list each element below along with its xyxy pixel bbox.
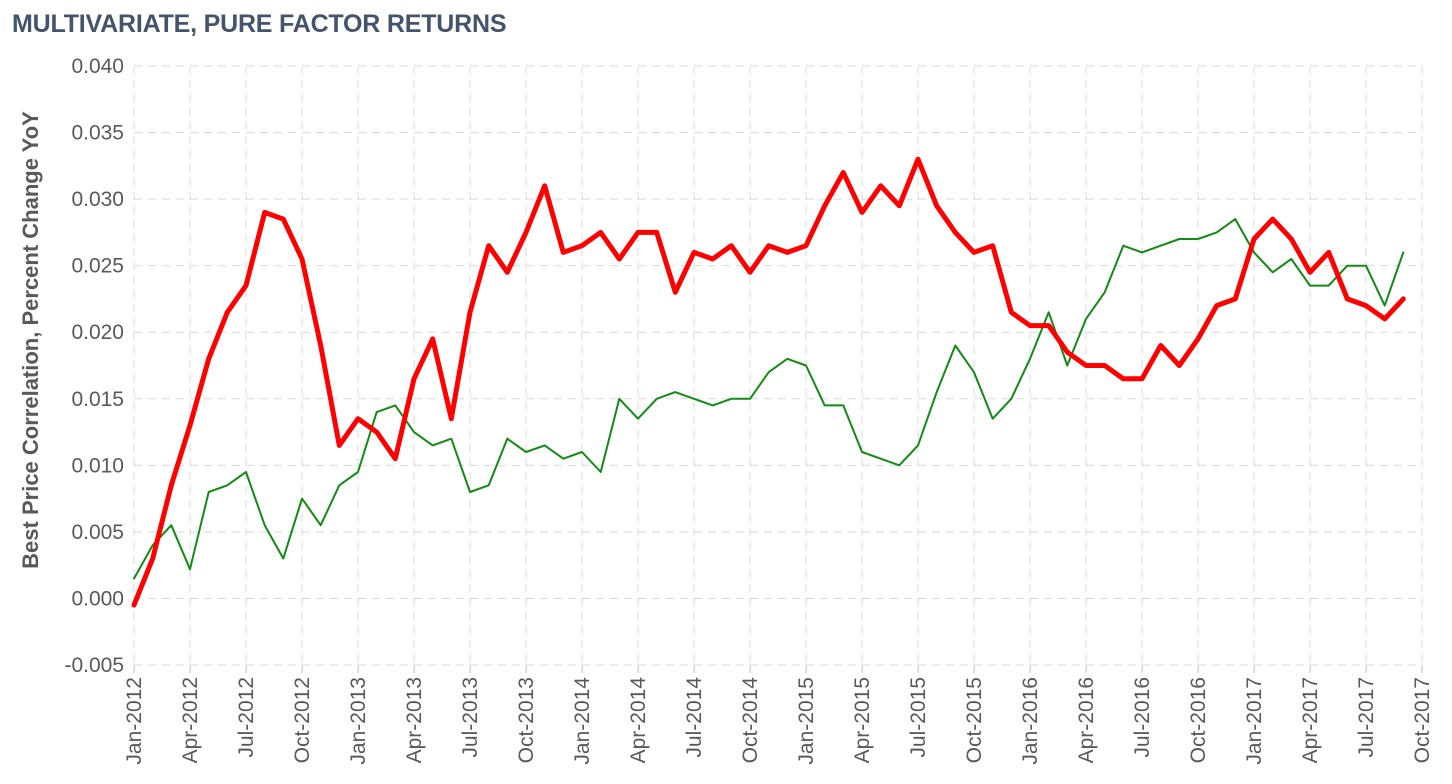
y-tick-label: 0.005 [71,521,124,544]
y-tick-label: 0.015 [71,388,124,411]
x-tick-label: Apr-2013 [403,677,426,763]
x-tick-label: Jan-2012 [123,677,146,765]
grid [133,65,1423,666]
x-tick-label: Oct-2017 [1411,677,1434,763]
series-line-green [133,218,1405,580]
y-tick-label: 0.000 [71,587,124,610]
y-tick-label: 0.025 [71,255,124,278]
x-tick-label: Jan-2013 [347,677,370,765]
x-tick-label: Jul-2013 [459,677,482,758]
x-tick-label: Jan-2014 [571,677,594,765]
x-tick-label: Jul-2017 [1355,677,1378,758]
series-group [131,156,1406,608]
x-tick-label: Oct-2015 [963,677,986,763]
x-tick-label: Apr-2014 [627,677,650,764]
x-tick-label: Apr-2015 [851,677,874,763]
y-tick-label: 0.010 [71,454,124,477]
axes: -0.005 0.000 0.005 0.010 0.015 0.020 0.025 0.03… [64,55,1434,765]
x-tick-label: Oct-2013 [515,677,538,763]
y-tick-label: 0.035 [71,122,124,145]
y-tick-label: 0.030 [71,188,124,211]
y-axis-label: Best Price Correlation, Percent Change Y… [18,111,43,569]
x-tick-label: Apr-2017 [1299,677,1322,763]
x-tick-label: Jan-2017 [1243,677,1266,765]
series-line-red [131,156,1406,608]
x-tick-label: Oct-2016 [1187,677,1210,763]
y-tick-label: 0.040 [71,55,124,78]
x-tick-label: Jul-2014 [683,677,706,758]
x-tick-label: Apr-2016 [1075,677,1098,763]
y-tick-label: 0.020 [71,321,124,344]
x-tick-label: Jul-2016 [1131,677,1154,758]
x-tick-label: Jan-2015 [795,677,818,765]
x-tick-label: Jul-2012 [235,677,258,758]
x-tick-label: Oct-2014 [739,677,762,764]
chart-title: MULTIVARIATE, PURE FACTOR RETURNS [12,10,507,38]
x-tick-label: Apr-2012 [179,677,202,763]
y-tick-label: -0.005 [64,654,124,677]
x-tick-label: Jul-2015 [907,677,930,758]
x-tick-label: Oct-2012 [291,677,314,763]
x-tick-label: Jan-2016 [1019,677,1042,765]
